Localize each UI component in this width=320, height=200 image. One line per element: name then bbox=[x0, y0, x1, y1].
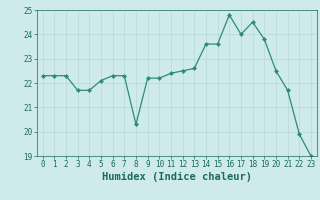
X-axis label: Humidex (Indice chaleur): Humidex (Indice chaleur) bbox=[102, 172, 252, 182]
